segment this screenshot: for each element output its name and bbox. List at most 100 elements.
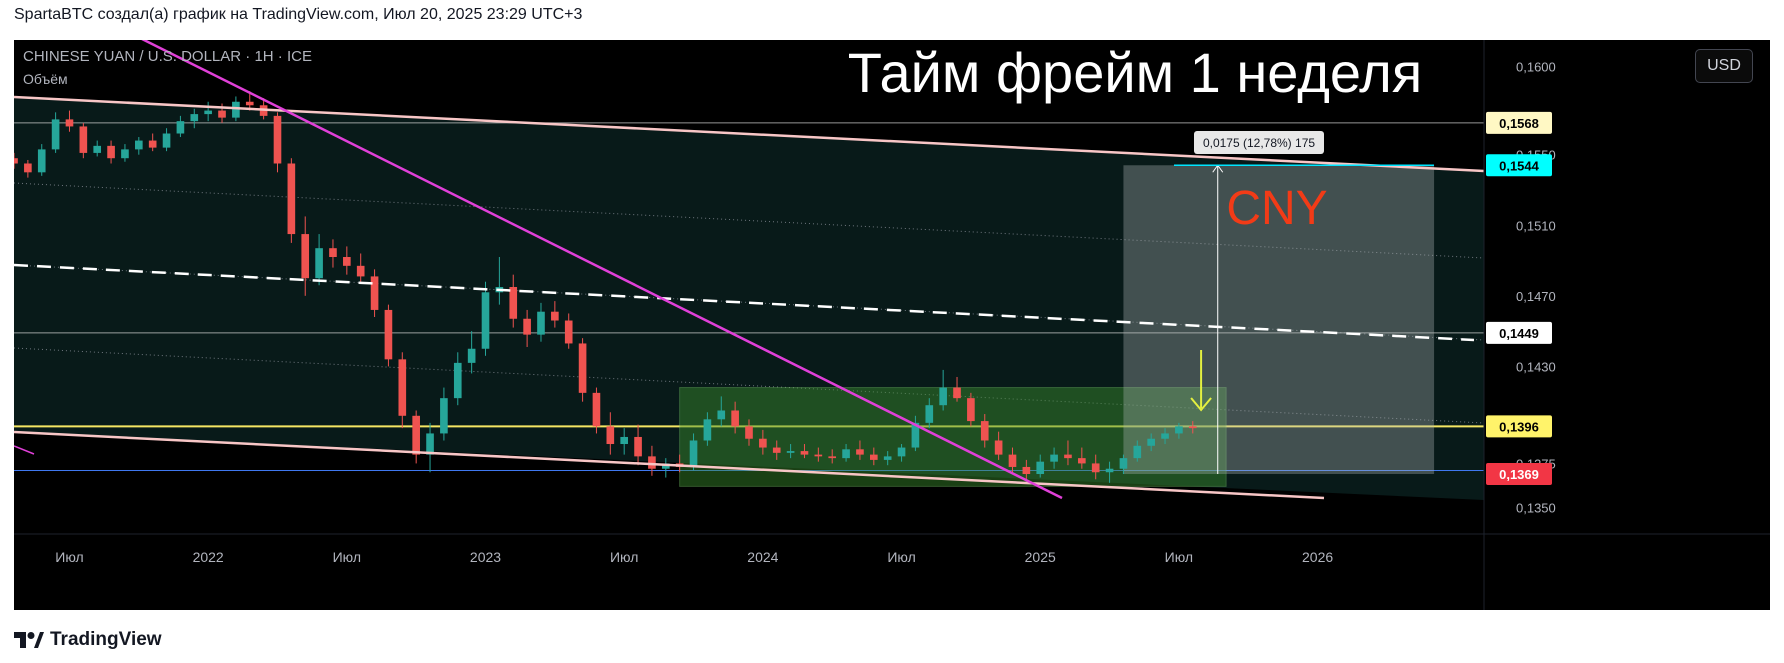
candle-body bbox=[1091, 463, 1100, 473]
candle-body bbox=[481, 292, 490, 349]
candle-body bbox=[426, 433, 434, 455]
candle-body bbox=[356, 265, 365, 277]
candle-body bbox=[24, 163, 32, 173]
candle-body bbox=[856, 449, 864, 455]
candle-body bbox=[204, 110, 212, 115]
candle-body bbox=[939, 387, 947, 406]
price-label-text: 0,1449 bbox=[1499, 326, 1539, 341]
timeframe-title: Тайм фрейм 1 неделя bbox=[848, 41, 1422, 104]
x-tick-label: 2024 bbox=[747, 549, 778, 565]
price-label-box bbox=[1486, 111, 1552, 134]
candle-body bbox=[287, 163, 296, 235]
candle-body bbox=[1147, 438, 1155, 446]
candle-body bbox=[717, 410, 726, 420]
candle-body bbox=[592, 392, 601, 427]
candle-body bbox=[412, 415, 420, 455]
channel-fill bbox=[14, 97, 1484, 500]
price-chart[interactable]: 0,16000,15500,15100,14700,14300,13750,13… bbox=[14, 40, 1770, 610]
candle-body bbox=[453, 362, 462, 399]
candle-body bbox=[537, 311, 545, 335]
candle-body bbox=[273, 115, 282, 164]
candle-body bbox=[1105, 468, 1114, 473]
candle-body bbox=[148, 140, 157, 148]
volume-label: Объём bbox=[23, 71, 68, 87]
price-label-box bbox=[1486, 415, 1552, 438]
candle-body bbox=[232, 101, 240, 118]
candle-body bbox=[1161, 433, 1169, 439]
candle-body bbox=[897, 447, 906, 457]
measure-box bbox=[1123, 165, 1435, 475]
candle-body bbox=[648, 456, 656, 469]
tradingview-brand: TradingView bbox=[50, 629, 162, 650]
candle-body bbox=[703, 419, 712, 441]
candle-body bbox=[869, 454, 878, 460]
candle-body bbox=[315, 248, 323, 279]
candle-body bbox=[134, 140, 143, 150]
candle-body bbox=[828, 456, 837, 459]
channel-mid-dashed-line bbox=[14, 263, 1475, 342]
tradingview-logo-icon bbox=[14, 632, 44, 648]
candle-body bbox=[1133, 445, 1142, 459]
candle-body bbox=[1188, 426, 1197, 429]
candle-body bbox=[398, 359, 407, 416]
candle-body bbox=[301, 234, 310, 279]
y-tick-label: 0,1600 bbox=[1516, 59, 1556, 74]
candle-body bbox=[980, 421, 989, 441]
x-tick-label: Июл bbox=[1165, 549, 1193, 565]
candle-body bbox=[121, 149, 129, 159]
candle-body bbox=[814, 454, 823, 457]
candle-body bbox=[842, 449, 850, 459]
candle-body bbox=[551, 311, 559, 321]
candle-body bbox=[79, 126, 88, 153]
x-tick-label: 2025 bbox=[1025, 549, 1056, 565]
price-label-text: 0,1396 bbox=[1499, 419, 1539, 434]
x-tick-label: 2023 bbox=[470, 549, 501, 565]
x-tick-label: Июл bbox=[610, 549, 638, 565]
candle-body bbox=[1175, 426, 1183, 434]
candle-body bbox=[509, 287, 518, 319]
x-tick-label: Июл bbox=[55, 549, 83, 565]
tradingview-logo[interactable]: TradingView bbox=[14, 628, 162, 652]
y-tick-label: 0,1350 bbox=[1516, 501, 1556, 516]
chart-area[interactable]: 0,16000,15500,15100,14700,14300,13750,13… bbox=[14, 40, 1770, 610]
chart-attribution: SpartaBTC создал(а) график на TradingVie… bbox=[14, 6, 583, 23]
candle-body bbox=[384, 309, 393, 360]
down-arrow-head bbox=[1190, 397, 1212, 412]
candle-body bbox=[14, 158, 18, 164]
candle-body bbox=[190, 114, 199, 122]
price-label-text: 0,1568 bbox=[1499, 116, 1539, 131]
candle-body bbox=[329, 248, 337, 258]
candle-body bbox=[731, 410, 739, 427]
candle-body bbox=[745, 426, 753, 439]
symbol-title: CHINESE YUAN / U.S. DOLLAR · 1H · ICE bbox=[23, 48, 312, 65]
candle-body bbox=[467, 348, 476, 363]
descending-trendline bbox=[141, 40, 1063, 500]
candle-body bbox=[65, 119, 74, 127]
price-label-text: 0,1369 bbox=[1499, 467, 1539, 482]
price-label-text: 0,1544 bbox=[1499, 158, 1540, 173]
trendline-stub bbox=[14, 445, 35, 455]
candle-body bbox=[578, 343, 587, 393]
candle-body bbox=[953, 387, 961, 399]
candle-body bbox=[925, 405, 934, 423]
candle-body bbox=[1008, 454, 1017, 467]
candle-body bbox=[759, 438, 767, 448]
candle-body bbox=[620, 436, 629, 445]
cny-label: CNY bbox=[1226, 182, 1327, 235]
currency-button[interactable]: USD bbox=[1695, 49, 1753, 83]
x-tick-label: Июл bbox=[887, 549, 915, 565]
measure-tooltip-box bbox=[1194, 131, 1324, 154]
channel-lower-line bbox=[14, 430, 1325, 500]
candle-body bbox=[1050, 454, 1058, 462]
candle-body bbox=[911, 422, 920, 448]
y-tick-label: 0,1510 bbox=[1516, 218, 1556, 233]
candle-body bbox=[1022, 466, 1031, 475]
candle-body bbox=[967, 398, 975, 422]
x-tick-label: Июл bbox=[333, 549, 361, 565]
candle-body bbox=[606, 426, 615, 445]
price-label-box bbox=[1486, 463, 1552, 486]
candle-body bbox=[689, 440, 698, 467]
x-tick-label: 2022 bbox=[193, 549, 224, 565]
candle-body bbox=[162, 133, 171, 148]
candle-body bbox=[994, 440, 1003, 455]
